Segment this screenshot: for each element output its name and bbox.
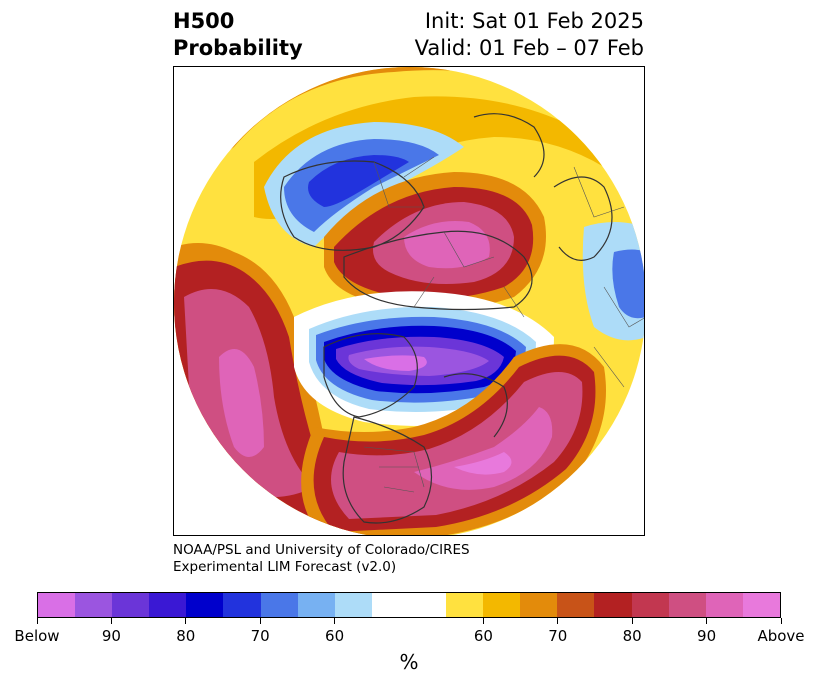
init-date: Init: Sat 01 Feb 2025: [424, 9, 644, 33]
colorbar-segment: [260, 593, 298, 617]
colorbar-units: %: [399, 650, 419, 674]
colorbar-segment: [186, 593, 224, 617]
colorbar-tick-label: 90: [697, 627, 717, 645]
title-quantity: Probability: [173, 36, 303, 60]
colorbar-tick: [334, 618, 336, 624]
colorbar-segment: [446, 593, 484, 617]
colorbar-tick-label: 80: [176, 627, 196, 645]
colorbar-tick: [557, 618, 559, 624]
credit-line-2: Experimental LIM Forecast (v2.0): [173, 559, 397, 575]
colorbar-tick-label: 70: [250, 627, 270, 645]
colorbar-tick-label: 60: [325, 627, 345, 645]
credit-text: NOAA/PSL and University of Colorado/CIRE…: [173, 542, 470, 576]
colorbar-segment: [223, 593, 261, 617]
colorbar-segment: [75, 593, 113, 617]
colorbar-tick: [706, 618, 708, 624]
colorbar-segment: [631, 593, 669, 617]
colorbar-segment: [371, 593, 447, 617]
colorbar-tick: [36, 618, 38, 624]
colorbar-tick: [259, 618, 261, 624]
colorbar-tick: [780, 618, 782, 624]
polar-map: [173, 66, 645, 536]
colorbar: [37, 592, 781, 618]
colorbar-segment: [149, 593, 187, 617]
colorbar-tick-label: 90: [101, 627, 121, 645]
colorbar-tick-label: Above: [757, 627, 805, 645]
colorbar-segment: [668, 593, 706, 617]
colorbar-segment: [38, 593, 76, 617]
chart-title: H500 Probability: [173, 8, 303, 62]
title-variable: H500: [173, 9, 235, 33]
coastlines: [233, 93, 613, 524]
forecast-dates: Init: Sat 01 Feb 2025 Valid: 01 Feb – 07…: [415, 8, 644, 62]
colorbar-tick: [185, 618, 187, 624]
probability-field: [174, 67, 644, 535]
colorbar-tick: [631, 618, 633, 624]
colorbar-segment: [297, 593, 335, 617]
credit-line-1: NOAA/PSL and University of Colorado/CIRE…: [173, 542, 470, 558]
colorbar-tick-label: 60: [473, 627, 493, 645]
colorbar-segment: [557, 593, 595, 617]
colorbar-segment: [483, 593, 521, 617]
country-borders: [363, 156, 644, 493]
colorbar-tick-label: Below: [14, 627, 60, 645]
colorbar-tick: [482, 618, 484, 624]
colorbar-segment: [520, 593, 558, 617]
colorbar-tick-label: 70: [548, 627, 568, 645]
colorbar-tick: [110, 618, 112, 624]
map-svg: [174, 67, 644, 535]
colorbar-tick-label: 80: [622, 627, 642, 645]
valid-range: Valid: 01 Feb – 07 Feb: [414, 36, 644, 60]
colorbar-segment: [334, 593, 372, 617]
colorbar-segment: [112, 593, 150, 617]
colorbar-segment: [705, 593, 743, 617]
colorbar-segment: [742, 593, 780, 617]
colorbar-segment: [594, 593, 632, 617]
